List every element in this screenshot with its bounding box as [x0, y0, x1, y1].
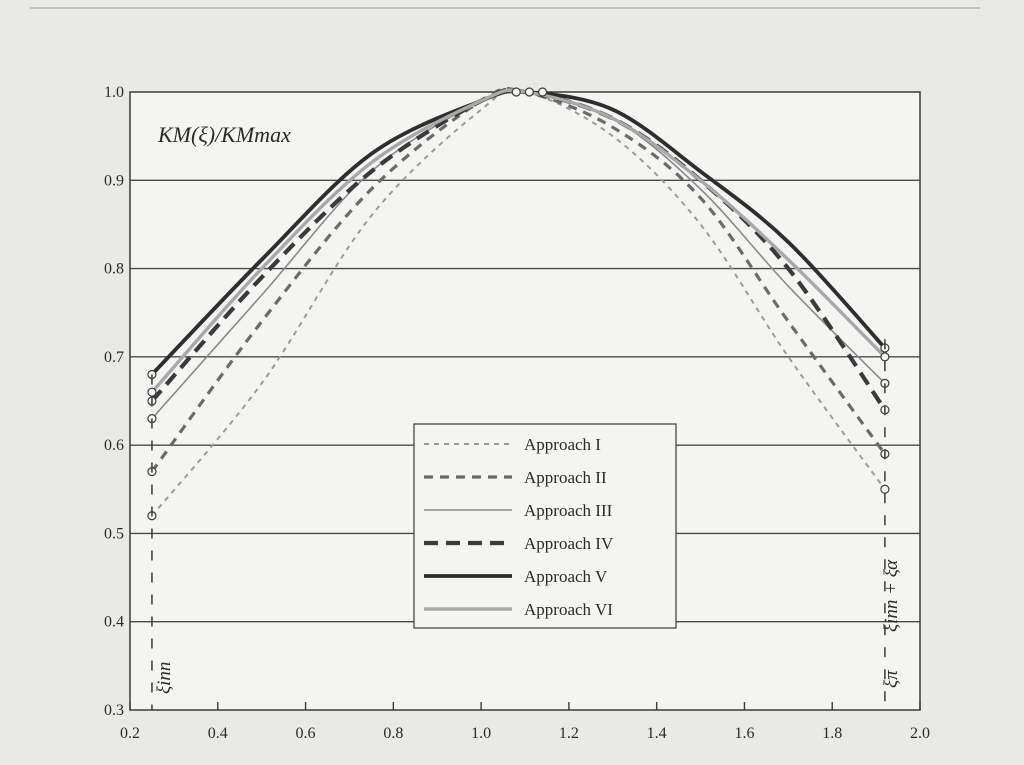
endpoint-marker	[147, 387, 157, 397]
legend-label-3: Approach III	[524, 501, 613, 520]
y-tick-label: 0.4	[104, 614, 124, 631]
x-tick-label: 1.8	[822, 725, 842, 742]
endpoint-marker	[880, 484, 890, 494]
legend-items: Approach I Approach II Approach III Approac…	[424, 435, 614, 619]
legend: Approach I Approach II Approach III Approac…	[413, 423, 677, 629]
x-tick-label: 2.0	[910, 725, 930, 742]
x-tick-label: 0.6	[296, 725, 316, 742]
legend-label-1: Approach I	[524, 435, 601, 454]
legend-label-2: Approach II	[524, 468, 607, 487]
x-tick-label: 1.4	[647, 725, 667, 742]
endpoint-marker	[880, 352, 890, 362]
x-tick-label: 0.2	[120, 725, 140, 742]
y-axis-ticks: 0.3 0.4 0.5 0.6 0.7 0.8 0.9 1.0	[104, 84, 124, 719]
x-tick-label: 1.2	[559, 725, 579, 742]
legend-box	[413, 423, 677, 629]
annotation-xi-inn-plus-alpha: ξinn + ξα	[881, 559, 902, 632]
peak-marker	[537, 87, 548, 97]
x-tick-label: 1.6	[734, 725, 754, 742]
x-tick-label: 0.4	[208, 725, 228, 742]
annotations-group: ξinn ξinn + ξα ξπ	[151, 339, 902, 710]
y-axis-label: KM(ξ)/KMmax	[157, 122, 291, 147]
y-tick-label: 1.0	[104, 84, 124, 101]
x-tick-label: 1.0	[471, 725, 491, 742]
peak-marker	[511, 87, 521, 97]
y-tick-label: 0.3	[104, 702, 124, 719]
y-tick-label: 0.9	[104, 172, 124, 189]
series-line-1	[151, 89, 886, 517]
annotation-xi-pi: ξπ	[881, 670, 902, 688]
y-tick-label: 0.8	[104, 261, 124, 278]
legend-label-6: Approach VI	[524, 600, 613, 619]
y-tick-label: 0.7	[104, 349, 124, 366]
y-tick-label: 0.6	[104, 437, 124, 454]
x-axis-ticks: 0.2 0.4 0.6 0.8 1.0 1.2 1.4 1.6 1.8 2.0	[120, 702, 930, 742]
plot-area	[129, 91, 921, 711]
peak-marker	[524, 87, 534, 97]
annotation-xi-inn: ξinn	[154, 662, 175, 694]
y-tick-label: 0.5	[104, 525, 124, 542]
legend-label-4: Approach IV	[524, 534, 614, 553]
legend-label-5: Approach V	[524, 567, 608, 586]
x-tick-label: 0.8	[383, 725, 403, 742]
